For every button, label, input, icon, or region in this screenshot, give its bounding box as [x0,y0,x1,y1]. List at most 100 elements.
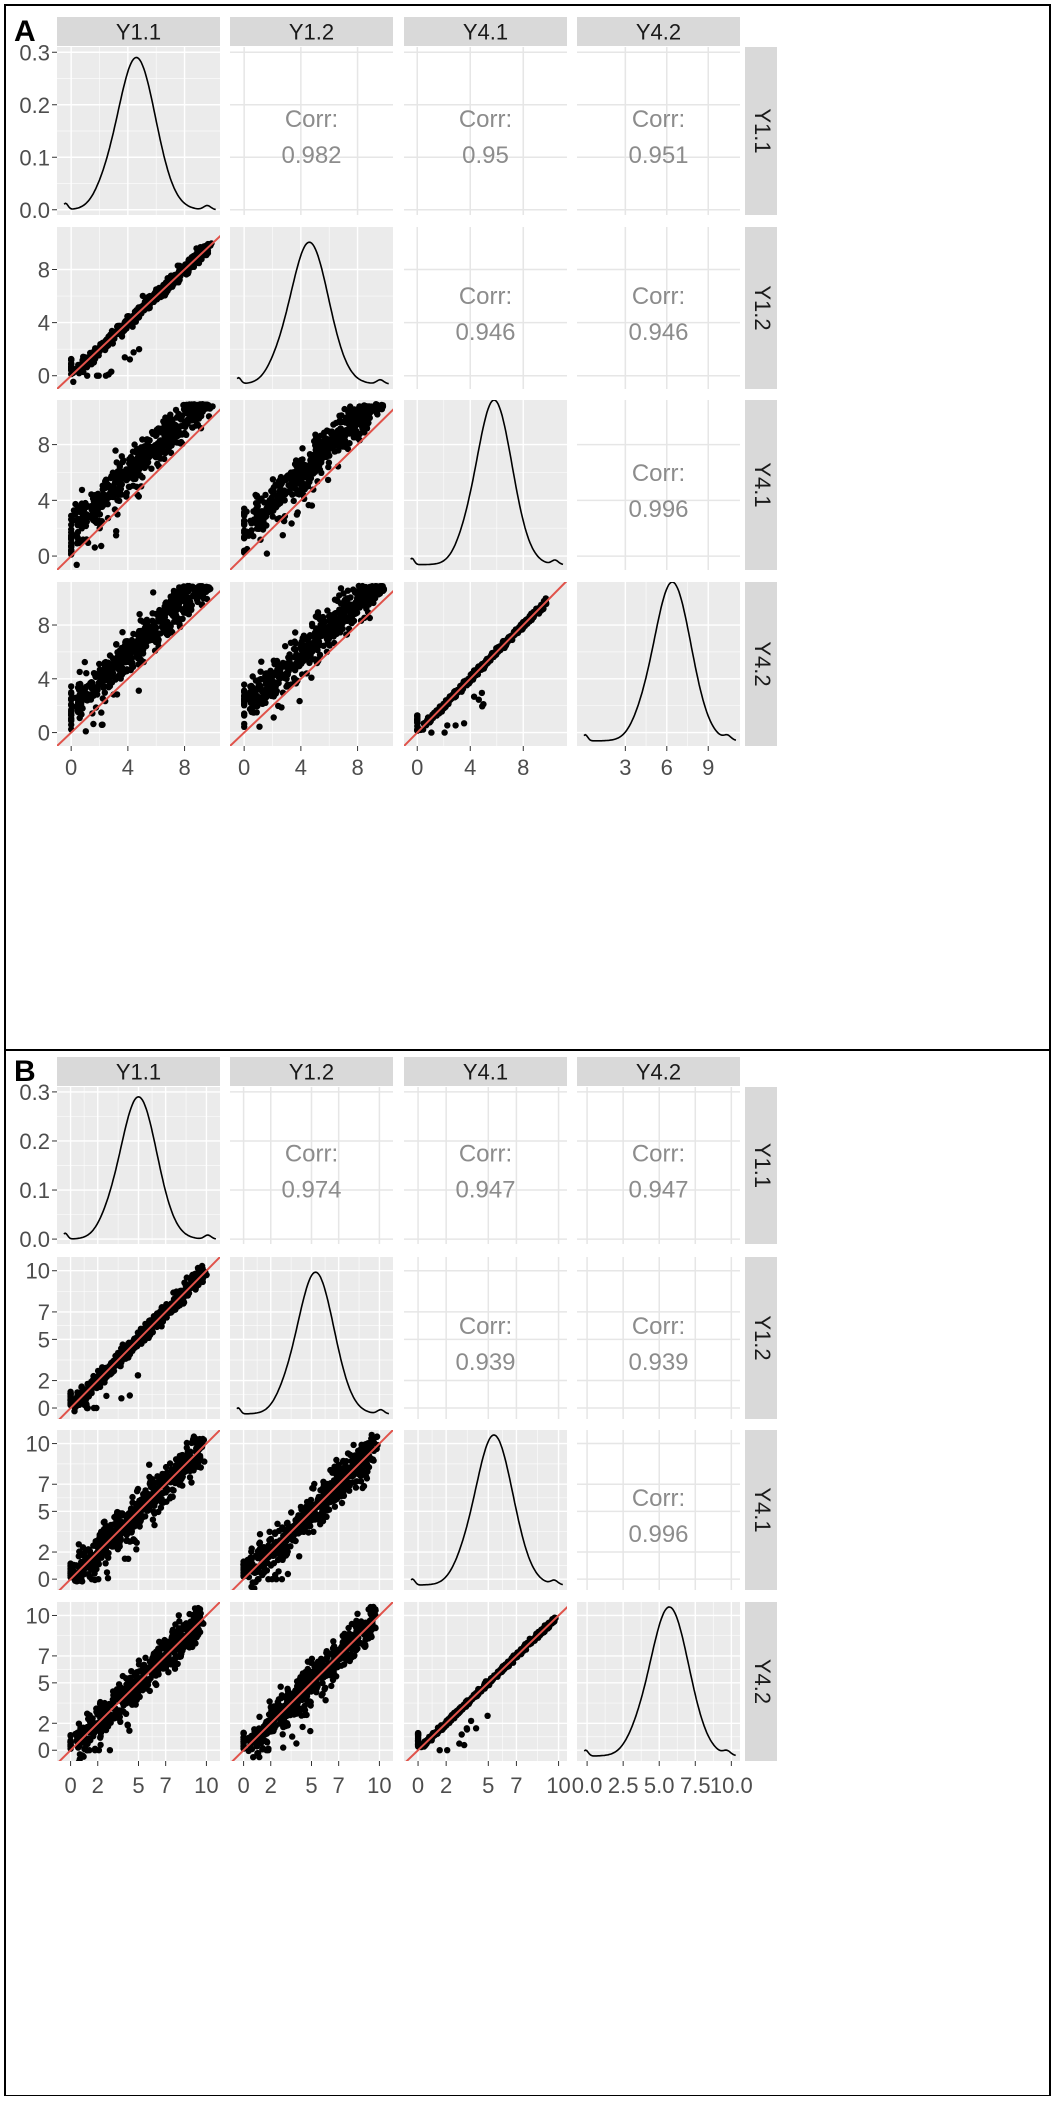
data-point [241,535,247,541]
x-tick-label: 5.0 [644,1773,675,1798]
data-point [107,652,113,658]
row-strip-label: Y4.1 [750,1487,775,1532]
corr-label: Corr: [632,283,685,310]
corr-label: Corr: [459,106,512,133]
corr-value: 0.974 [281,1177,341,1204]
data-point [100,483,106,489]
data-point [108,489,114,495]
x-tick-label: 10 [546,1773,570,1798]
data-point [320,632,326,638]
data-point [308,675,314,681]
data-point [361,404,367,410]
row-strip-label: Y1.2 [750,285,775,330]
y-tick-label: 4 [38,311,50,336]
x-tick-label: 7 [333,1773,345,1798]
data-point [84,373,90,379]
data-point [291,498,297,504]
data-point [146,1462,152,1468]
data-point [276,488,282,494]
data-point [82,685,88,691]
data-point [264,550,270,556]
data-point [358,421,364,427]
y-tick-label: 8 [38,257,50,282]
data-point [174,414,180,420]
x-tick-label: 3 [619,755,631,780]
data-point [74,562,80,568]
data-point [241,702,247,708]
data-point [118,660,124,666]
data-point [370,600,376,606]
corr-label: Corr: [459,283,512,310]
x-tick-label: 10 [367,1773,391,1798]
data-point [362,602,368,608]
panel-Y4.2-Y1.1 [43,569,244,760]
panel-Y1.2-Y1.2 [230,1257,393,1419]
panel-Y4.1-Y4.2: Corr:0.996 [577,400,740,570]
data-point [118,1395,124,1401]
data-point [146,1474,152,1480]
data-point [160,418,166,424]
data-point [122,1556,128,1562]
data-point [150,589,156,595]
corr-label: Corr: [459,1313,512,1340]
data-point [112,1543,118,1549]
data-point [145,459,151,465]
column-strip-label: Y4.1 [463,20,508,45]
data-point [130,465,136,471]
data-point [79,487,85,493]
x-tick-label: 2 [440,1773,452,1798]
y-tick-label: 7 [38,1644,50,1669]
data-point [123,1538,129,1544]
y-tick-label: 0 [38,364,50,389]
x-tick-label: 5 [132,1773,144,1798]
data-point [258,659,264,665]
corr-value: 0.95 [462,142,509,169]
data-point [241,681,247,687]
data-point [157,455,163,461]
data-point [103,477,109,483]
data-point [298,641,304,647]
panel-Y4.1-Y1.1 [43,386,244,584]
panel-Y4.1-Y1.1 [43,1416,233,1606]
data-point [196,409,202,415]
data-point [327,618,333,624]
data-point [136,493,142,499]
data-point [176,1481,182,1487]
data-point [378,585,384,591]
data-point [173,407,179,413]
data-point [181,583,187,589]
row-strip-label: Y1.2 [750,1315,775,1360]
data-point [299,456,305,462]
y-tick-label: 0 [38,1396,50,1421]
x-tick-label: 7.5 [680,1773,711,1798]
data-point [80,694,86,700]
data-point [99,722,105,728]
x-tick-label: 5 [482,1773,494,1798]
data-point [150,1517,156,1523]
panel-bg [577,582,740,746]
data-point [241,712,247,718]
corr-value: 0.946 [455,319,515,346]
data-point [89,1576,95,1582]
data-point [192,1286,198,1292]
data-point [98,543,104,549]
data-point [68,522,74,528]
data-point [357,597,363,603]
data-point [100,491,106,497]
y-tick-label: 7 [38,1300,50,1325]
data-point [300,472,306,478]
data-point [98,1529,104,1535]
data-point [68,717,74,723]
data-point [149,627,155,633]
x-tick-label: 2.5 [608,1773,639,1798]
data-point [257,669,263,675]
data-point [164,632,170,638]
x-tick-label: 4 [122,755,134,780]
data-point [270,486,276,492]
data-point [114,649,120,655]
data-point [293,663,299,669]
x-tick-label: 4 [295,755,307,780]
data-point [169,427,175,433]
data-point [184,599,190,605]
data-point [292,629,298,635]
